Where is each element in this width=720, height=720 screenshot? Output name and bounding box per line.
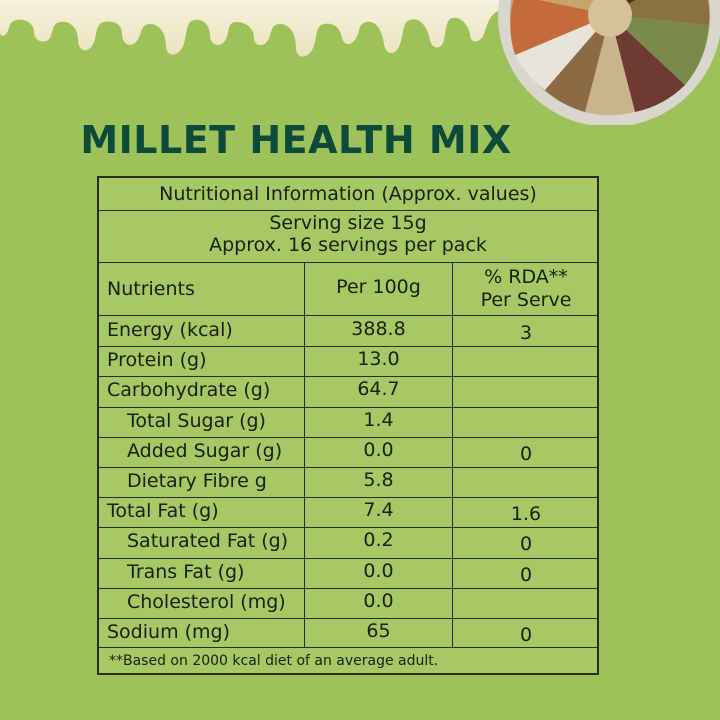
- nutrient-name: Carbohydrate (g): [107, 379, 271, 402]
- nutrient-per-100g: 7.4: [363, 499, 394, 522]
- nutrient-per-100g: 0.2: [363, 529, 394, 552]
- nutrient-rda: 1.6: [510, 503, 542, 526]
- nutrient-per-100g: 65: [366, 620, 391, 642]
- row-divider: [99, 376, 597, 378]
- nutrient-rda: 0: [519, 533, 533, 556]
- nutrient-per-100g: 388.8: [351, 318, 406, 340]
- row-divider: [99, 618, 597, 619]
- divider: [99, 262, 597, 263]
- nutrient-per-100g: 64.7: [357, 378, 400, 401]
- nutrient-per-100g: 13.0: [357, 348, 400, 371]
- product-title: MILLET HEALTH MIX: [80, 118, 512, 162]
- nutrient-per-100g: 0.0: [363, 438, 394, 461]
- servings-per-pack: Approx. 16 servings per pack: [209, 234, 487, 256]
- nutrient-rda: 3: [519, 322, 533, 344]
- nutrient-per-100g: 1.4: [363, 408, 394, 431]
- nutrient-name: Total Sugar (g): [127, 409, 266, 432]
- nutrient-name: Added Sugar (g): [127, 439, 283, 462]
- nutrient-rda: 0: [519, 563, 533, 586]
- cream-drip-decoration: [0, 0, 500, 57]
- serving-size: Serving size 15g: [269, 212, 427, 234]
- nutrient-name: Total Fat (g): [107, 500, 219, 523]
- nutrient-name: Cholesterol (mg): [127, 590, 286, 613]
- column-header-per-100g: Per 100g: [336, 276, 421, 298]
- row-divider: [99, 497, 597, 499]
- nutrient-name: Energy (kcal): [107, 319, 233, 341]
- row-divider: [99, 467, 597, 468]
- millet-grains-plate-image: [498, 0, 720, 125]
- row-divider: [99, 406, 597, 408]
- divider: [99, 647, 597, 648]
- nutrient-per-100g: 0.0: [363, 559, 394, 582]
- row-divider: [99, 587, 597, 589]
- nutrition-table: Nutritional Information (Approx. values)…: [97, 176, 599, 675]
- nutrient-per-100g: 0.0: [363, 589, 394, 612]
- nutrient-per-100g: 5.8: [363, 469, 394, 491]
- table-heading: Nutritional Information (Approx. values): [159, 183, 537, 205]
- column-header-per-serve: Per Serve: [480, 289, 572, 311]
- divider: [99, 315, 597, 316]
- nutrient-name: Dietary Fibre g: [127, 470, 267, 492]
- column-divider: [304, 262, 305, 647]
- row-divider: [99, 527, 597, 529]
- row-divider: [99, 557, 597, 559]
- row-divider: [99, 346, 597, 348]
- divider: [99, 210, 597, 211]
- nutrient-rda: 0: [519, 442, 533, 465]
- column-header-rda: % RDA**: [484, 266, 568, 288]
- nutrient-name: Sodium (mg): [107, 621, 231, 643]
- nutrient-rda: 0: [519, 624, 533, 646]
- footnote: **Based on 2000 kcal diet of an average …: [109, 653, 439, 669]
- column-header-nutrients: Nutrients: [107, 278, 195, 300]
- nutrient-name: Saturated Fat (g): [127, 530, 289, 553]
- column-divider: [452, 262, 453, 647]
- nutrient-name: Protein (g): [107, 349, 207, 372]
- nutrient-name: Trans Fat (g): [127, 560, 245, 583]
- row-divider: [99, 436, 597, 438]
